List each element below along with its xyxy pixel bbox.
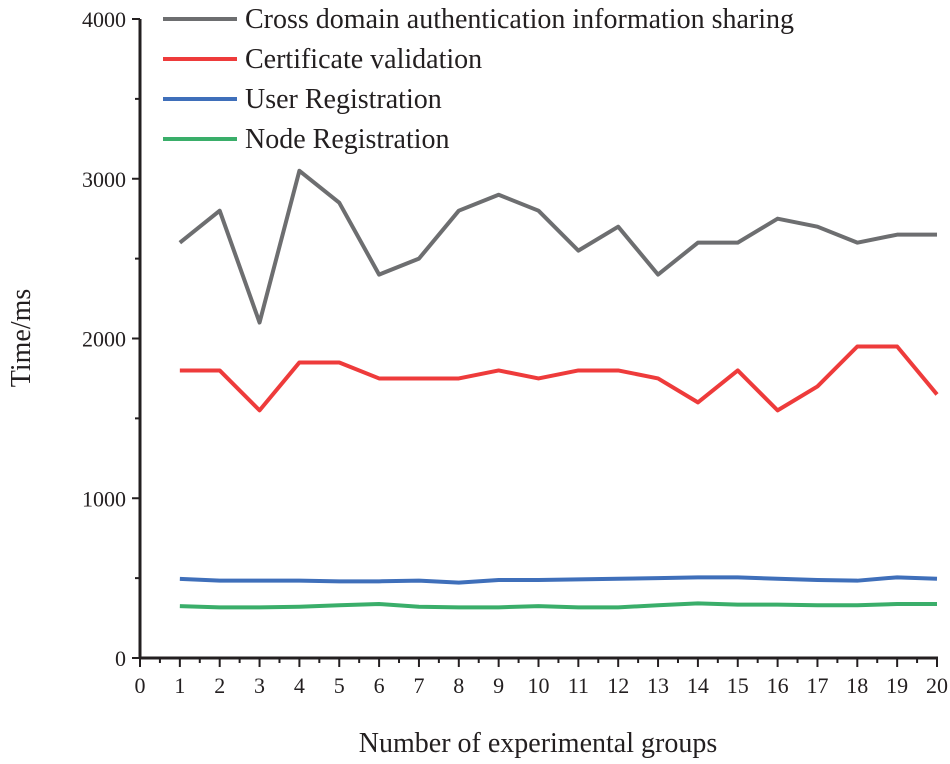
y-tick-label: 1000 xyxy=(82,486,126,511)
x-tick-label: 19 xyxy=(886,673,908,698)
series-line-0 xyxy=(178,168,937,325)
y-axis-label: Time/ms xyxy=(6,289,37,388)
x-tick-label: 16 xyxy=(767,673,789,698)
x-tick-label: 8 xyxy=(453,673,464,698)
x-tick-label: 11 xyxy=(568,673,589,698)
x-tick-label: 12 xyxy=(607,673,629,698)
x-tick-label: 7 xyxy=(413,673,424,698)
x-tick-label: 18 xyxy=(846,673,868,698)
legend-label-2: User Registration xyxy=(245,84,442,115)
x-tick-label: 13 xyxy=(647,673,669,698)
x-tick-label: 6 xyxy=(374,673,385,698)
x-axis-label: Number of experimental groups xyxy=(359,728,717,759)
x-tick-label: 10 xyxy=(528,673,550,698)
x-tick-label: 3 xyxy=(254,673,265,698)
series-line-2 xyxy=(179,575,938,585)
series-line-1 xyxy=(179,344,939,413)
x-tick-label: 14 xyxy=(687,673,709,698)
y-tick-label: 3000 xyxy=(82,167,126,192)
legend-label-3: Node Registration xyxy=(245,124,450,155)
x-tick-label: 17 xyxy=(806,673,828,698)
x-tick-label: 0 xyxy=(135,673,146,698)
legend-label-1: Certificate validation xyxy=(245,44,482,75)
y-tick-label: 0 xyxy=(115,646,126,671)
x-tick-label: 5 xyxy=(334,673,345,698)
x-tick-label: 15 xyxy=(727,673,749,698)
x-tick-label: 2 xyxy=(214,673,225,698)
x-tick-label: 1 xyxy=(174,673,185,698)
legend-label-0: Cross domain authentication information … xyxy=(245,4,794,35)
x-tick-label: 20 xyxy=(926,673,948,698)
x-tick-label: 9 xyxy=(493,673,504,698)
series-line-3 xyxy=(179,601,937,610)
y-tick-label: 4000 xyxy=(82,7,126,32)
x-tick-label: 4 xyxy=(294,673,305,698)
y-tick-label: 2000 xyxy=(82,327,126,352)
